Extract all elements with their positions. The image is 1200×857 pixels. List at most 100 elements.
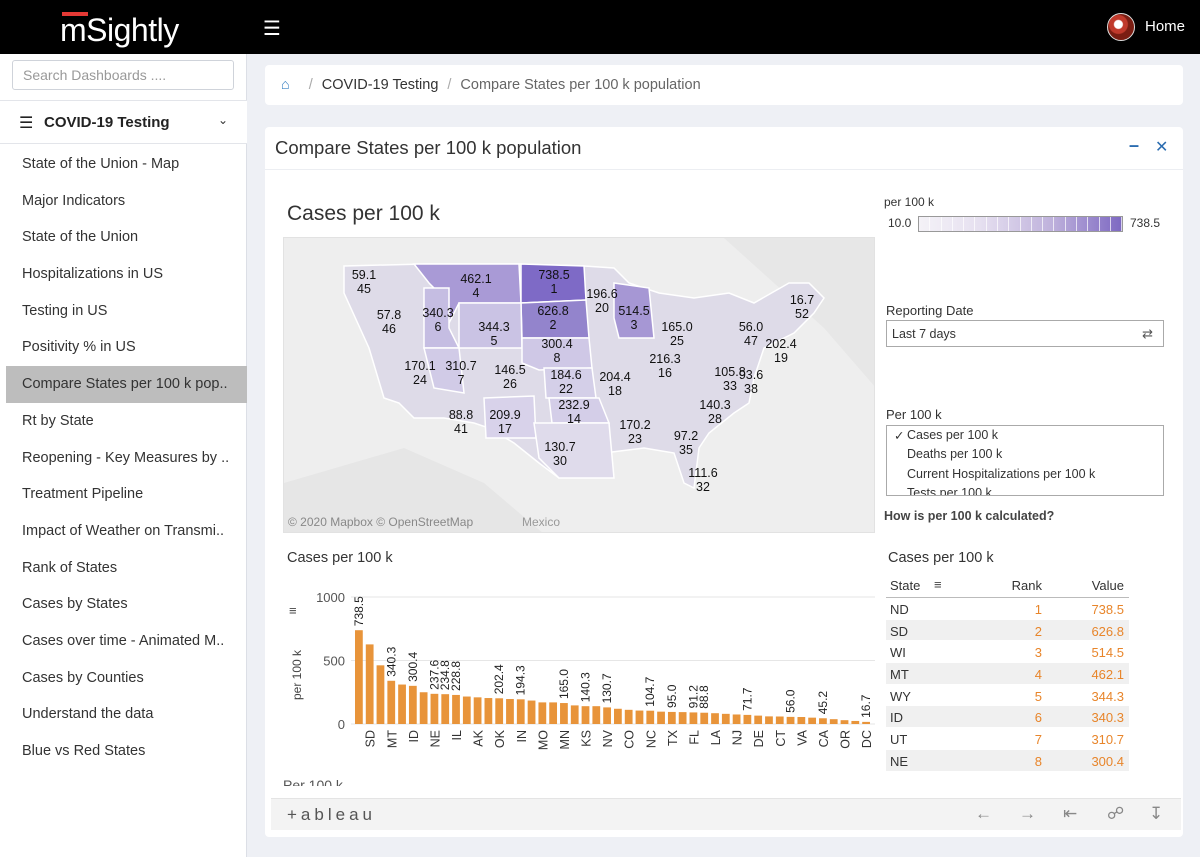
choropleth-map[interactable]: 59.1 45 462.1 4 738.5 1 196.6 20 16.7 52 57.8 46 340… bbox=[283, 237, 875, 533]
map-state-label[interactable]: 97.2 35 bbox=[666, 429, 706, 457]
sidebar-item[interactable]: Cases by States bbox=[22, 596, 128, 613]
bar[interactable] bbox=[700, 712, 709, 724]
table-row[interactable]: MT 4 462.1 bbox=[886, 663, 1129, 685]
bar[interactable] bbox=[775, 716, 784, 724]
sidebar-item[interactable]: State of the Union bbox=[22, 229, 139, 246]
bar[interactable] bbox=[419, 692, 428, 724]
map-state-label[interactable]: 130.7 30 bbox=[540, 440, 580, 468]
bar[interactable] bbox=[592, 706, 601, 724]
bar[interactable] bbox=[452, 694, 460, 724]
map-state-label[interactable]: 111.6 32 bbox=[683, 466, 723, 494]
per-100k-option[interactable]: Current Hospitalizations per 100 k bbox=[887, 465, 1163, 484]
bar[interactable] bbox=[516, 699, 525, 724]
map-state-label[interactable]: 300.4 8 bbox=[537, 337, 577, 365]
bar[interactable] bbox=[484, 698, 493, 724]
bar[interactable] bbox=[635, 710, 644, 724]
map-state-label[interactable]: 88.8 41 bbox=[441, 408, 481, 436]
app-logo[interactable]: mSightly bbox=[60, 12, 179, 48]
map-state-label[interactable]: 202.4 19 bbox=[761, 337, 801, 365]
bar[interactable] bbox=[495, 698, 504, 724]
bar[interactable] bbox=[441, 694, 450, 724]
map-state-label[interactable]: 340.3 6 bbox=[418, 306, 458, 334]
bar[interactable] bbox=[538, 702, 547, 724]
home-link[interactable]: Home bbox=[1145, 18, 1186, 35]
bar[interactable] bbox=[506, 699, 514, 724]
bar[interactable] bbox=[678, 712, 687, 724]
map-state-label[interactable]: 462.1 4 bbox=[456, 272, 496, 300]
bar[interactable] bbox=[721, 713, 730, 724]
sidebar-item[interactable]: Cases over time - Animated M.. bbox=[22, 632, 225, 649]
table-row[interactable]: WY 5 344.3 bbox=[886, 685, 1129, 707]
per-100k-option[interactable]: Deaths per 100 k bbox=[887, 445, 1163, 464]
sidebar-item[interactable]: Cases by Counties bbox=[22, 669, 144, 686]
bar[interactable] bbox=[765, 716, 773, 724]
bar[interactable] bbox=[603, 707, 611, 724]
bar[interactable] bbox=[398, 684, 406, 724]
map-state-label[interactable]: 184.6 22 bbox=[546, 368, 586, 396]
bar[interactable] bbox=[754, 715, 763, 724]
bar[interactable] bbox=[430, 693, 439, 724]
map-state-label[interactable]: 170.1 24 bbox=[400, 359, 440, 387]
map-state-label[interactable]: 310.7 7 bbox=[441, 359, 481, 387]
undo-icon[interactable]: ← bbox=[975, 804, 992, 823]
sidebar-section-header[interactable]: ☰ COVID-19 Testing ⌄ bbox=[0, 100, 247, 144]
map-state-label[interactable]: 514.5 3 bbox=[614, 304, 654, 332]
map-state-label[interactable]: 232.9 14 bbox=[554, 398, 594, 426]
map-state-label[interactable]: 344.3 5 bbox=[474, 320, 514, 348]
home-icon[interactable]: ⌂ bbox=[281, 77, 290, 93]
map-state-label[interactable]: 93.6 38 bbox=[731, 368, 771, 396]
share-icon[interactable]: ☍ bbox=[1107, 804, 1125, 823]
bar[interactable] bbox=[527, 700, 536, 724]
bar[interactable] bbox=[387, 680, 396, 724]
map-state-label[interactable]: 59.1 45 bbox=[344, 268, 384, 296]
map-state-label[interactable]: 105.8 33 bbox=[710, 365, 750, 393]
table-row[interactable]: SD 2 626.8 bbox=[886, 619, 1129, 642]
search-input[interactable]: Search Dashboards .... bbox=[12, 60, 234, 90]
avatar[interactable] bbox=[1107, 13, 1135, 41]
map-state-label[interactable]: 170.2 23 bbox=[615, 418, 655, 446]
header-state[interactable]: State bbox=[890, 578, 921, 593]
sidebar-item[interactable]: Testing in US bbox=[22, 302, 108, 319]
chevron-down-icon[interactable]: ⌄ bbox=[218, 113, 229, 127]
sidebar-item[interactable]: Understand the data bbox=[22, 706, 154, 723]
bar[interactable] bbox=[657, 711, 665, 724]
sidebar-item[interactable]: Treatment Pipeline bbox=[22, 486, 144, 503]
table-row[interactable]: ND 1 738.5 bbox=[886, 598, 1129, 620]
sidebar-item[interactable]: Compare States per 100 k pop.. bbox=[6, 366, 247, 403]
bar[interactable] bbox=[808, 717, 817, 724]
mapbox-link[interactable]: © 2020 Mapbox bbox=[288, 515, 373, 529]
tableau-logo[interactable]: +ableau bbox=[287, 805, 376, 824]
download-icon[interactable]: ↧ bbox=[1149, 804, 1164, 823]
table-row[interactable]: WI 3 514.5 bbox=[886, 641, 1129, 664]
sidebar-item[interactable]: Rank of States bbox=[22, 559, 118, 576]
table-row[interactable]: UT 7 310.7 bbox=[886, 728, 1129, 750]
map-state-label[interactable]: 216.3 16 bbox=[645, 352, 685, 380]
bar[interactable] bbox=[851, 720, 860, 724]
per-100k-option[interactable]: Tests per 100 k bbox=[887, 484, 1163, 495]
bar[interactable] bbox=[473, 697, 482, 724]
sidebar-item[interactable]: Impact of Weather on Transmi.. bbox=[22, 522, 225, 539]
map-state-label[interactable]: 204.4 18 bbox=[595, 370, 635, 398]
breadcrumb-section[interactable]: COVID-19 Testing bbox=[321, 77, 439, 93]
bar[interactable] bbox=[549, 702, 558, 724]
table-row[interactable]: NE 8 300.4 bbox=[886, 749, 1129, 772]
close-button[interactable]: ✕ bbox=[1155, 139, 1169, 156]
bar[interactable] bbox=[786, 716, 795, 724]
redo-icon[interactable]: → bbox=[1019, 804, 1036, 823]
sort-icon[interactable]: ≡ bbox=[934, 577, 942, 592]
sidebar-item[interactable]: Reopening - Key Measures by .. bbox=[22, 449, 230, 466]
map-state-label[interactable]: 57.8 46 bbox=[369, 308, 409, 336]
sidebar-item[interactable]: State of the Union - Map bbox=[22, 156, 180, 172]
sidebar-item[interactable]: Major Indicators bbox=[22, 192, 126, 209]
bar-chart[interactable]: 0 500 1000 per 100 k ≡ 738.5 340.3 300.4 237.6 23… bbox=[283, 577, 917, 767]
slider-icon[interactable]: ⇄ bbox=[1142, 326, 1153, 341]
map-state-label[interactable]: 56.0 47 bbox=[731, 320, 771, 348]
bar[interactable] bbox=[667, 711, 676, 724]
bar[interactable] bbox=[376, 665, 385, 724]
bar[interactable] bbox=[355, 630, 363, 724]
hamburger-icon[interactable]: ☰ bbox=[263, 18, 281, 40]
map-state-label[interactable]: 209.9 17 bbox=[485, 408, 525, 436]
map-state-label[interactable]: 146.5 26 bbox=[490, 363, 530, 391]
map-state-label[interactable]: 738.5 1 bbox=[534, 268, 574, 296]
bar[interactable] bbox=[570, 705, 579, 724]
